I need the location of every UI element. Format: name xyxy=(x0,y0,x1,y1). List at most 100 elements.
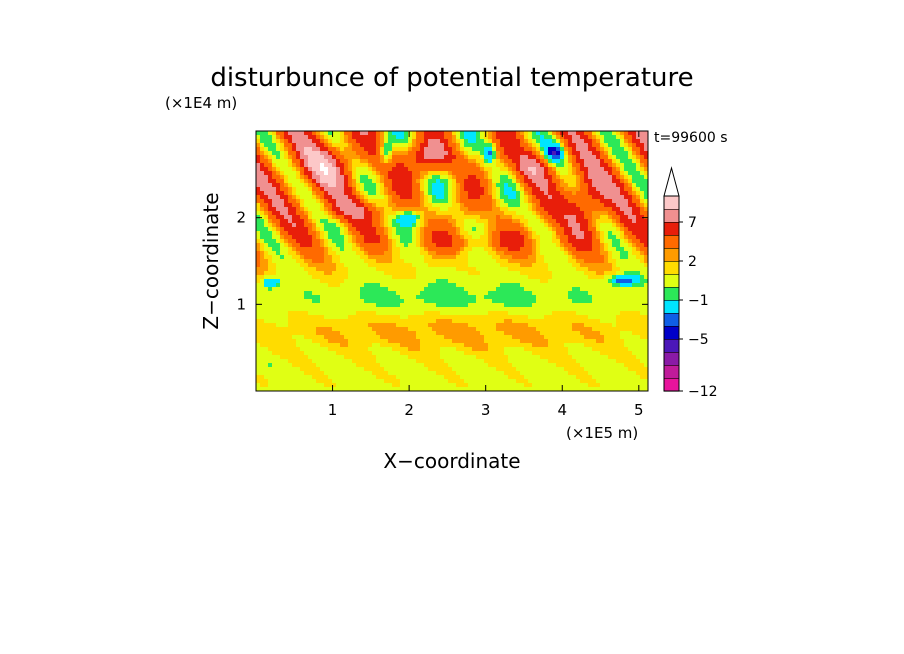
field-cell xyxy=(436,295,441,300)
field-cell xyxy=(264,255,269,260)
field-cell xyxy=(348,319,353,324)
field-cell xyxy=(520,295,525,300)
field-cell xyxy=(500,203,505,208)
field-cell xyxy=(264,223,269,228)
field-cell xyxy=(472,379,477,384)
field-cell xyxy=(368,147,373,152)
field-cell xyxy=(504,219,509,224)
field-cell xyxy=(476,275,481,280)
field-cell xyxy=(332,251,337,256)
field-cell xyxy=(424,255,429,260)
field-cell xyxy=(308,351,313,356)
field-cell xyxy=(364,211,369,216)
field-cell xyxy=(488,179,493,184)
field-cell xyxy=(504,355,509,360)
field-cell xyxy=(352,227,357,232)
field-cell xyxy=(412,307,417,312)
field-cell xyxy=(480,207,485,212)
field-cell xyxy=(416,171,421,176)
field-cell xyxy=(308,211,313,216)
field-cell xyxy=(544,199,549,204)
field-cell xyxy=(268,311,273,316)
field-cell xyxy=(332,203,337,208)
field-cell xyxy=(496,171,501,176)
field-cell xyxy=(376,307,381,312)
field-cell xyxy=(324,323,329,328)
field-cell xyxy=(420,239,425,244)
field-cell xyxy=(292,367,297,372)
field-cell xyxy=(256,371,261,376)
field-cell xyxy=(532,339,537,344)
field-cell xyxy=(488,387,493,391)
field-cell xyxy=(504,143,509,148)
field-cell xyxy=(360,323,365,328)
field-cell xyxy=(276,371,281,376)
field-cell xyxy=(316,355,321,360)
field-cell xyxy=(468,235,473,240)
field-cell xyxy=(396,191,401,196)
field-cell xyxy=(492,195,497,200)
field-cell xyxy=(520,387,525,391)
field-cell xyxy=(332,283,337,288)
field-cell xyxy=(260,207,265,212)
field-cell xyxy=(348,307,353,312)
field-cell xyxy=(520,219,525,224)
field-cell xyxy=(420,135,425,140)
field-cell xyxy=(376,243,381,248)
field-cell xyxy=(296,171,301,176)
field-cell xyxy=(360,387,365,391)
field-cell xyxy=(488,207,493,212)
field-cell xyxy=(552,239,557,244)
field-cell xyxy=(480,131,485,136)
field-cell xyxy=(364,135,369,140)
field-cell xyxy=(356,203,361,208)
field-cell xyxy=(536,351,541,356)
field-cell xyxy=(444,379,449,384)
field-cell xyxy=(544,307,549,312)
field-cell xyxy=(304,283,309,288)
field-cell xyxy=(416,263,421,268)
field-cell xyxy=(336,171,341,176)
field-cell xyxy=(300,375,305,380)
field-cell xyxy=(296,279,301,284)
field-cell xyxy=(528,295,533,300)
field-cell xyxy=(528,367,533,372)
field-cell xyxy=(368,251,373,256)
field-cell xyxy=(520,191,525,196)
field-cell xyxy=(552,299,557,304)
field-cell xyxy=(312,175,317,180)
field-cell xyxy=(292,303,297,308)
field-cell xyxy=(376,343,381,348)
field-cell xyxy=(312,379,317,384)
field-cell xyxy=(548,251,553,256)
field-cell xyxy=(508,363,513,368)
field-cell xyxy=(340,203,345,208)
field-cell xyxy=(448,159,453,164)
field-cell xyxy=(508,267,513,272)
field-cell xyxy=(496,175,501,180)
field-cell xyxy=(424,267,429,272)
field-cell xyxy=(344,287,349,292)
field-cell xyxy=(352,259,357,264)
field-cell xyxy=(324,207,329,212)
field-cell xyxy=(388,239,393,244)
field-cell xyxy=(308,219,313,224)
field-cell xyxy=(260,199,265,204)
field-cell xyxy=(292,255,297,260)
field-cell xyxy=(276,347,281,352)
field-cell xyxy=(536,355,541,360)
field-cell xyxy=(352,275,357,280)
field-cell xyxy=(384,351,389,356)
field-cell xyxy=(484,239,489,244)
field-cell xyxy=(536,243,541,248)
field-cell xyxy=(556,183,561,188)
field-cell xyxy=(364,307,369,312)
field-cell xyxy=(464,331,469,336)
field-cell xyxy=(544,155,549,160)
field-cell xyxy=(412,211,417,216)
field-cell xyxy=(560,335,565,340)
field-cell xyxy=(280,203,285,208)
field-cell xyxy=(464,139,469,144)
field-cell xyxy=(504,211,509,216)
field-cell xyxy=(288,287,293,292)
